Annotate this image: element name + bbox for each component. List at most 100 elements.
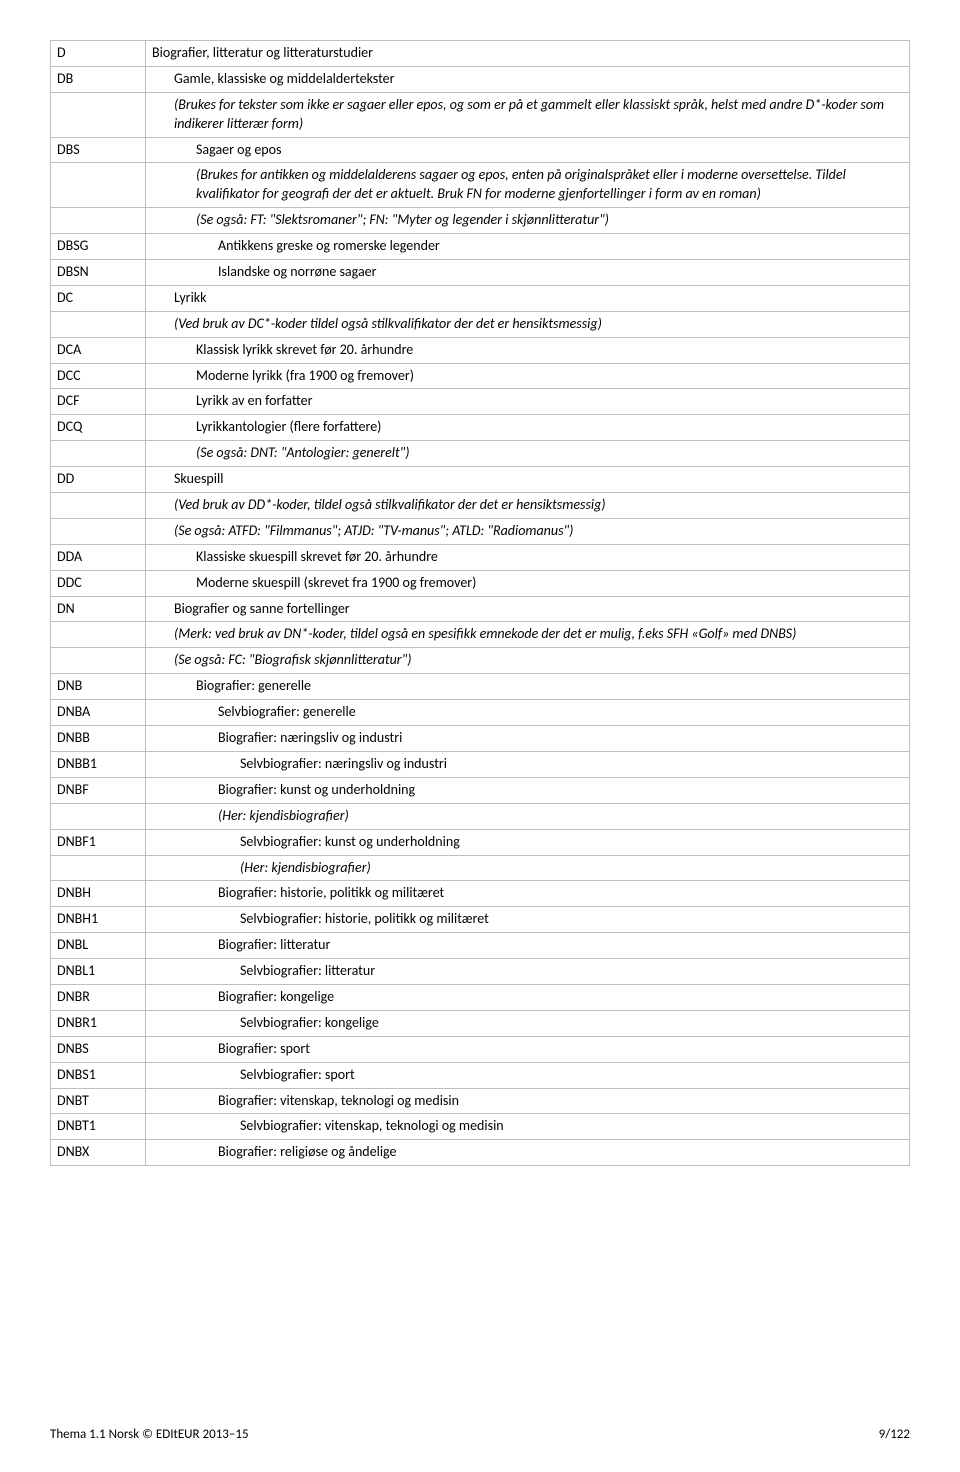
table-row: DDCModerne skuespill (skrevet fra 1900 o… — [51, 570, 910, 596]
code-cell — [51, 163, 146, 208]
code-cell: DCQ — [51, 415, 146, 441]
code-cell: DNBT1 — [51, 1114, 146, 1140]
description-cell: (Se også: DNT: "Antologier: generelt") — [146, 441, 910, 467]
description-cell: (Brukes for tekster som ikke er sagaer e… — [146, 92, 910, 137]
description-cell: (Merk: ved bruk av DN*-koder, tildel ogs… — [146, 622, 910, 648]
code-cell: DNB — [51, 674, 146, 700]
description-cell: Biografier, litteratur og litteraturstud… — [146, 41, 910, 67]
code-cell — [51, 441, 146, 467]
table-row: DNBLBiografier: litteratur — [51, 933, 910, 959]
description-cell: Biografier: litteratur — [146, 933, 910, 959]
table-row: DNBT1Selvbiografier: vitenskap, teknolog… — [51, 1114, 910, 1140]
table-row: DNBSBiografier: sport — [51, 1036, 910, 1062]
table-row: DNBFBiografier: kunst og underholdning — [51, 777, 910, 803]
table-row: DDAKlassiske skuespill skrevet før 20. å… — [51, 544, 910, 570]
table-row: DBSNIslandske og norrøne sagaer — [51, 260, 910, 286]
table-row: (Brukes for tekster som ikke er sagaer e… — [51, 92, 910, 137]
description-cell: Selvbiografier: kongelige — [146, 1010, 910, 1036]
document-page: DBiografier, litteratur og litteraturstu… — [0, 0, 960, 1472]
code-cell: D — [51, 41, 146, 67]
description-cell: Moderne lyrikk (fra 1900 og fremover) — [146, 363, 910, 389]
code-cell: DNBF1 — [51, 829, 146, 855]
code-cell: DNBS — [51, 1036, 146, 1062]
description-cell: (Her: kjendisbiografier) — [146, 855, 910, 881]
table-row: DNBBBiografier: næringsliv og industri — [51, 726, 910, 752]
code-cell: DCA — [51, 337, 146, 363]
description-cell: (Se også: ATFD: "Filmmanus"; ATJD: "TV-m… — [146, 518, 910, 544]
table-row: DDSkuespill — [51, 467, 910, 493]
code-cell — [51, 92, 146, 137]
description-cell: Moderne skuespill (skrevet fra 1900 og f… — [146, 570, 910, 596]
code-cell: DBSN — [51, 260, 146, 286]
code-cell: DBS — [51, 137, 146, 163]
code-cell: DNBS1 — [51, 1062, 146, 1088]
table-row: DCFLyrikk av en forfatter — [51, 389, 910, 415]
code-cell: DC — [51, 285, 146, 311]
table-row: (Ved bruk av DC*-koder tildel også stilk… — [51, 311, 910, 337]
code-cell: DNBR — [51, 984, 146, 1010]
table-row: DNBS1Selvbiografier: sport — [51, 1062, 910, 1088]
code-cell: DNBL — [51, 933, 146, 959]
code-cell — [51, 648, 146, 674]
description-cell: Selvbiografier: generelle — [146, 700, 910, 726]
table-row: DNBB1Selvbiografier: næringsliv og indus… — [51, 751, 910, 777]
table-row: (Brukes for antikken og middelalderens s… — [51, 163, 910, 208]
code-cell: DDC — [51, 570, 146, 596]
description-cell: Selvbiografier: sport — [146, 1062, 910, 1088]
description-cell: Biografier: sport — [146, 1036, 910, 1062]
table-row: DNBR1Selvbiografier: kongelige — [51, 1010, 910, 1036]
description-cell: Klassisk lyrikk skrevet før 20. århundre — [146, 337, 910, 363]
description-cell: (Se også: FC: "Biografisk skjønnlitterat… — [146, 648, 910, 674]
description-cell: Antikkens greske og romerske legender — [146, 234, 910, 260]
code-cell: DNBH — [51, 881, 146, 907]
table-row: (Ved bruk av DD*-koder, tildel også stil… — [51, 493, 910, 519]
table-row: DBiografier, litteratur og litteraturstu… — [51, 41, 910, 67]
table-row: DBSSagaer og epos — [51, 137, 910, 163]
description-cell: Biografier: kongelige — [146, 984, 910, 1010]
table-row: DCAKlassisk lyrikk skrevet før 20. århun… — [51, 337, 910, 363]
description-cell: Biografier: generelle — [146, 674, 910, 700]
description-cell: (Se også: FT: "Slektsromaner"; FN: "Myte… — [146, 208, 910, 234]
description-cell: Skuespill — [146, 467, 910, 493]
description-cell: Lyrikk — [146, 285, 910, 311]
classification-table: DBiografier, litteratur og litteraturstu… — [50, 40, 910, 1166]
code-cell: DD — [51, 467, 146, 493]
table-row: (Her: kjendisbiografier) — [51, 803, 910, 829]
table-row: (Se også: FT: "Slektsromaner"; FN: "Myte… — [51, 208, 910, 234]
description-cell: (Ved bruk av DD*-koder, tildel også stil… — [146, 493, 910, 519]
table-row: DCLyrikk — [51, 285, 910, 311]
footer-left: Thema 1.1 Norsk © EDItEUR 2013–15 — [50, 1427, 249, 1442]
table-row: (Her: kjendisbiografier) — [51, 855, 910, 881]
code-cell — [51, 803, 146, 829]
table-row: DNBF1Selvbiografier: kunst og underholdn… — [51, 829, 910, 855]
table-row: DNBH1Selvbiografier: historie, politikk … — [51, 907, 910, 933]
description-cell: Selvbiografier: næringsliv og industri — [146, 751, 910, 777]
table-row: DNBRBiografier: kongelige — [51, 984, 910, 1010]
code-cell — [51, 311, 146, 337]
description-cell: Biografier: kunst og underholdning — [146, 777, 910, 803]
code-cell — [51, 518, 146, 544]
table-row: DCQLyrikkantologier (flere forfattere) — [51, 415, 910, 441]
table-row: (Se også: FC: "Biografisk skjønnlitterat… — [51, 648, 910, 674]
description-cell: Selvbiografier: litteratur — [146, 959, 910, 985]
code-cell: DNBR1 — [51, 1010, 146, 1036]
description-cell: Lyrikk av en forfatter — [146, 389, 910, 415]
code-cell: DB — [51, 66, 146, 92]
code-cell: DN — [51, 596, 146, 622]
code-cell — [51, 855, 146, 881]
table-row: DNBHBiografier: historie, politikk og mi… — [51, 881, 910, 907]
description-cell: Biografier: religiøse og åndelige — [146, 1140, 910, 1166]
table-row: DNBTBiografier: vitenskap, teknologi og … — [51, 1088, 910, 1114]
code-cell: DNBB — [51, 726, 146, 752]
description-cell: Sagaer og epos — [146, 137, 910, 163]
table-row: DNBL1Selvbiografier: litteratur — [51, 959, 910, 985]
code-cell: DNBL1 — [51, 959, 146, 985]
code-cell: DCF — [51, 389, 146, 415]
description-cell: (Brukes for antikken og middelalderens s… — [146, 163, 910, 208]
page-footer: Thema 1.1 Norsk © EDItEUR 2013–15 9/122 — [50, 1427, 910, 1442]
footer-right: 9/122 — [879, 1427, 910, 1442]
table-row: DCCModerne lyrikk (fra 1900 og fremover) — [51, 363, 910, 389]
code-cell: DNBF — [51, 777, 146, 803]
code-cell: DNBB1 — [51, 751, 146, 777]
code-cell: DBSG — [51, 234, 146, 260]
